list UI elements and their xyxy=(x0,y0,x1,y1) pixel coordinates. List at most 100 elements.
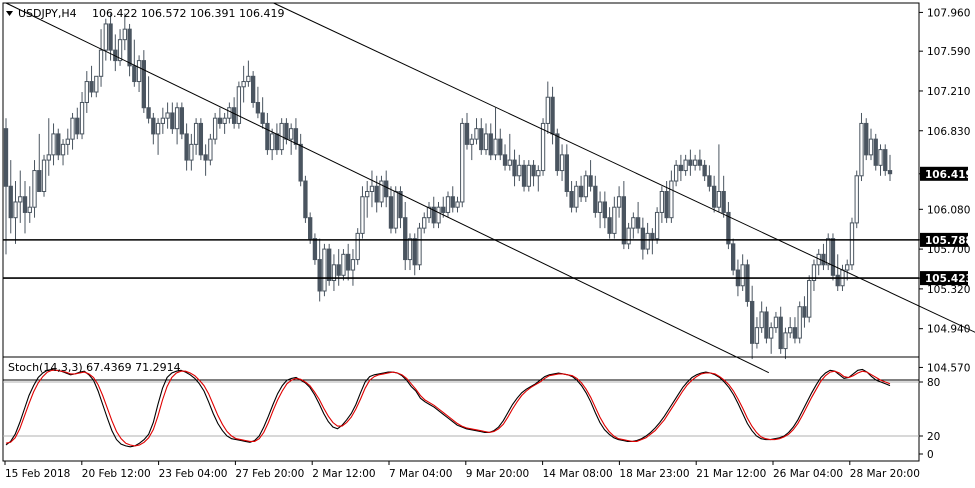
candle-body xyxy=(198,122,204,156)
candle-body xyxy=(868,138,874,156)
candle-body xyxy=(151,117,156,135)
candle-body xyxy=(545,96,550,124)
candle-body xyxy=(569,191,574,208)
candle xyxy=(802,296,807,328)
candle-body xyxy=(583,175,588,198)
candle-body xyxy=(593,185,598,213)
price-tick-label: 106.830 xyxy=(927,126,970,138)
candle-body xyxy=(773,316,779,329)
price-tag: 106.419 xyxy=(920,166,973,181)
candle xyxy=(564,144,569,197)
time-tick-label: 23 Feb 04:00 xyxy=(159,468,228,480)
candle-body xyxy=(336,264,341,276)
candle xyxy=(346,243,351,281)
candle-body xyxy=(241,81,246,88)
trendline[interactable] xyxy=(273,2,975,373)
candle xyxy=(422,212,427,234)
dropdown-triangle-icon[interactable] xyxy=(6,11,13,16)
candle xyxy=(160,107,166,134)
stochastic-axis: 80 20 0 xyxy=(919,377,940,461)
candle-body xyxy=(764,311,769,339)
candle-body xyxy=(355,232,360,261)
candle-body xyxy=(384,180,389,198)
time-tick-label: 27 Feb 20:00 xyxy=(235,468,304,480)
candle-body xyxy=(788,327,793,334)
candle-body xyxy=(265,122,270,151)
candle-body xyxy=(450,196,455,208)
candle-body xyxy=(830,238,836,276)
candle xyxy=(445,191,451,218)
candle-body xyxy=(688,159,693,166)
candle-body xyxy=(422,217,427,229)
candle-body xyxy=(79,101,85,135)
stochastic-panel[interactable]: 80 20 0 Stoch(14,3,3) 67.4369 71.2914 xyxy=(2,356,940,462)
candle xyxy=(117,29,123,66)
candle-body xyxy=(574,185,579,208)
candle-body xyxy=(89,81,94,93)
candle xyxy=(441,196,446,218)
candle xyxy=(203,144,208,176)
price-tag-label: 106.419 xyxy=(925,169,973,181)
candle-body xyxy=(288,128,294,140)
candle-body xyxy=(750,300,755,344)
candle xyxy=(754,317,760,349)
candle xyxy=(322,243,327,297)
support-levels[interactable] xyxy=(3,239,919,279)
candle xyxy=(388,186,394,234)
candle xyxy=(450,186,455,213)
candle xyxy=(602,191,608,229)
candle xyxy=(398,186,403,229)
candle xyxy=(887,154,893,182)
candle-body xyxy=(498,138,503,156)
candle xyxy=(303,175,308,223)
candle-body xyxy=(155,122,161,135)
candle xyxy=(51,123,56,166)
trendlines[interactable] xyxy=(5,2,975,374)
candle xyxy=(212,112,218,145)
candle xyxy=(569,181,574,213)
candle-body xyxy=(3,128,9,187)
candle xyxy=(250,71,256,108)
candle xyxy=(716,144,722,213)
candle-body xyxy=(193,122,199,145)
candle-body xyxy=(683,159,688,172)
time-tick-label: 2 Mar 12:00 xyxy=(312,468,375,480)
candle-body xyxy=(84,81,89,103)
candle xyxy=(18,170,23,223)
price-axis: 107.960 107.590 107.210 106.830 106.419 106.0… xyxy=(919,7,973,374)
candle-body xyxy=(32,170,37,208)
candle-body xyxy=(640,227,646,250)
price-panel[interactable]: 107.960 107.590 107.210 106.830 106.419 106.0… xyxy=(2,2,975,381)
candle-body xyxy=(260,112,265,124)
candle-body xyxy=(455,201,460,208)
candle-body xyxy=(669,180,674,219)
candle xyxy=(578,175,584,202)
time-tick-label: 15 Feb 2018 xyxy=(5,468,70,480)
candle-body xyxy=(117,39,123,62)
candle-body xyxy=(170,112,175,130)
candle-body xyxy=(132,65,137,83)
trendline[interactable] xyxy=(5,2,770,374)
candle xyxy=(498,128,503,161)
candle-body xyxy=(521,164,527,187)
candle-body xyxy=(878,149,883,166)
candle xyxy=(436,201,441,229)
candle xyxy=(94,75,99,98)
candle xyxy=(298,133,303,187)
candle-body xyxy=(412,238,417,266)
candle-body xyxy=(293,128,299,145)
price-tag-box xyxy=(920,166,968,181)
candle-body xyxy=(312,238,318,261)
candle xyxy=(89,65,94,98)
candle-body xyxy=(122,28,127,41)
candle-body xyxy=(479,128,484,151)
candle-body xyxy=(37,170,42,193)
candle xyxy=(198,118,204,161)
candle xyxy=(22,181,28,234)
candle-body xyxy=(536,170,541,177)
candle xyxy=(635,201,641,234)
candle-body xyxy=(678,164,684,172)
candle xyxy=(236,81,242,129)
candle-body xyxy=(835,274,840,287)
